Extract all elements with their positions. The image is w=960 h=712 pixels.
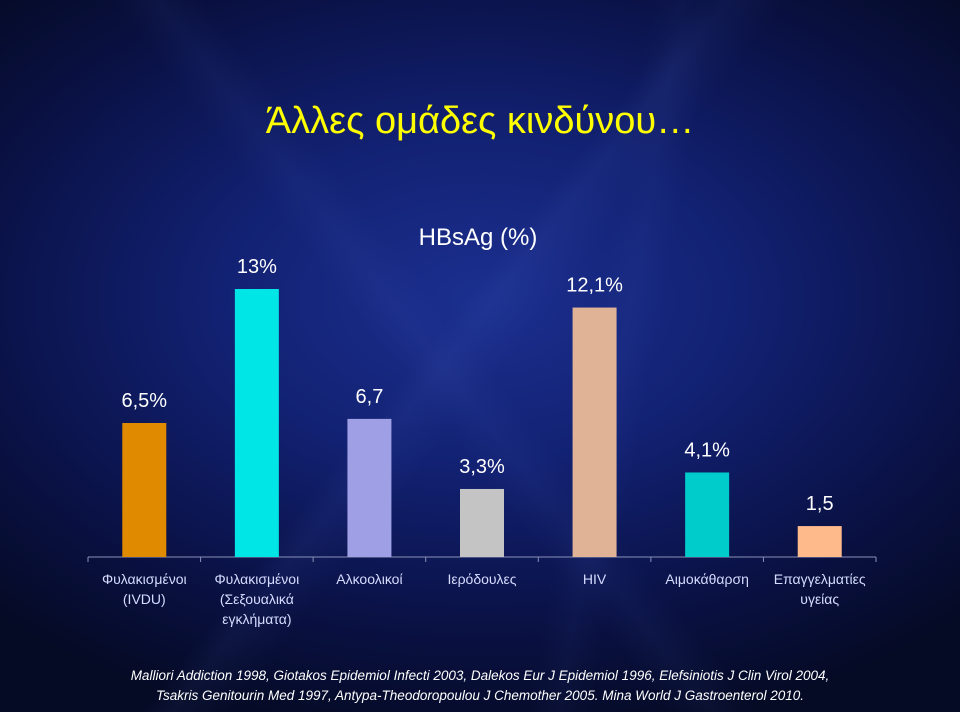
bar-3 — [347, 418, 392, 557]
data-label-3: 6,7 — [356, 386, 384, 408]
category-label-line: Αλκοολικοί — [336, 571, 402, 587]
category-label-line: υγείας — [800, 591, 839, 607]
category-labels-group: Φυλακισμένοι (IVDU) Φυλακισμένοι (Σεξουαλικ… — [102, 571, 866, 627]
bar-7 — [797, 526, 842, 557]
bar-4 — [460, 488, 504, 557]
bars-group — [122, 289, 842, 557]
category-label-line: Ιερόδουλες — [447, 571, 516, 587]
reference-line-2: Tsakris Genitourin Med 1997, Antypa-Theo… — [155, 688, 805, 703]
category-label-3: Αλκοολικοί — [336, 571, 402, 587]
category-label-line: HIV — [583, 571, 607, 587]
references: Malliori Addiction 1998, Giotakos Epidem… — [0, 666, 960, 706]
data-label-1: 6,5% — [121, 390, 167, 412]
hbsag-bar-chart: HBsAg (%) 6,5% 13% 6,7 3,3% 12,1% 4,1% 1,5 Φυλ… — [87, 224, 877, 627]
x-axis-ticks — [87, 557, 877, 562]
data-labels-group: 6,5% 13% 6,7 3,3% 12,1% 4,1% 1,5 — [121, 256, 833, 515]
bar-6 — [685, 472, 730, 557]
category-label-2: Φυλακισμένοι (Σεξουαλικά εγκλήματα) — [215, 571, 300, 627]
category-label-line: Επαγγελματίες — [774, 571, 866, 587]
data-label-5: 12,1% — [566, 275, 623, 297]
category-label-line: Αιμοκάθαρση — [665, 571, 749, 587]
bar-5 — [572, 307, 617, 557]
category-label-line: εγκλήματα) — [222, 611, 291, 627]
data-label-4: 3,3% — [459, 456, 505, 478]
data-label-2: 13% — [237, 256, 277, 278]
category-label-line: Φυλακισμένοι — [215, 571, 300, 587]
data-label-6: 4,1% — [684, 439, 730, 461]
chart-title: HBsAg (%) — [419, 224, 538, 251]
data-label-7: 1,5 — [806, 493, 834, 515]
category-label-1: Φυλακισμένοι (IVDU) — [102, 571, 187, 607]
bar-2 — [234, 289, 279, 557]
category-label-line: (Σεξουαλικά — [220, 591, 294, 607]
category-label-6: Αιμοκάθαρση — [665, 571, 749, 587]
category-label-line: (IVDU) — [123, 591, 166, 607]
bar-1 — [122, 423, 167, 557]
category-label-4: Ιερόδουλες — [447, 571, 516, 587]
reference-line-1: Malliori Addiction 1998, Giotakos Epidem… — [130, 668, 830, 683]
category-label-7: Επαγγελματίες υγείας — [774, 571, 866, 607]
category-label-line: Φυλακισμένοι — [102, 571, 187, 587]
category-label-5: HIV — [583, 571, 607, 587]
slide-title: Άλλες ομάδες κινδύνου… — [265, 100, 695, 142]
